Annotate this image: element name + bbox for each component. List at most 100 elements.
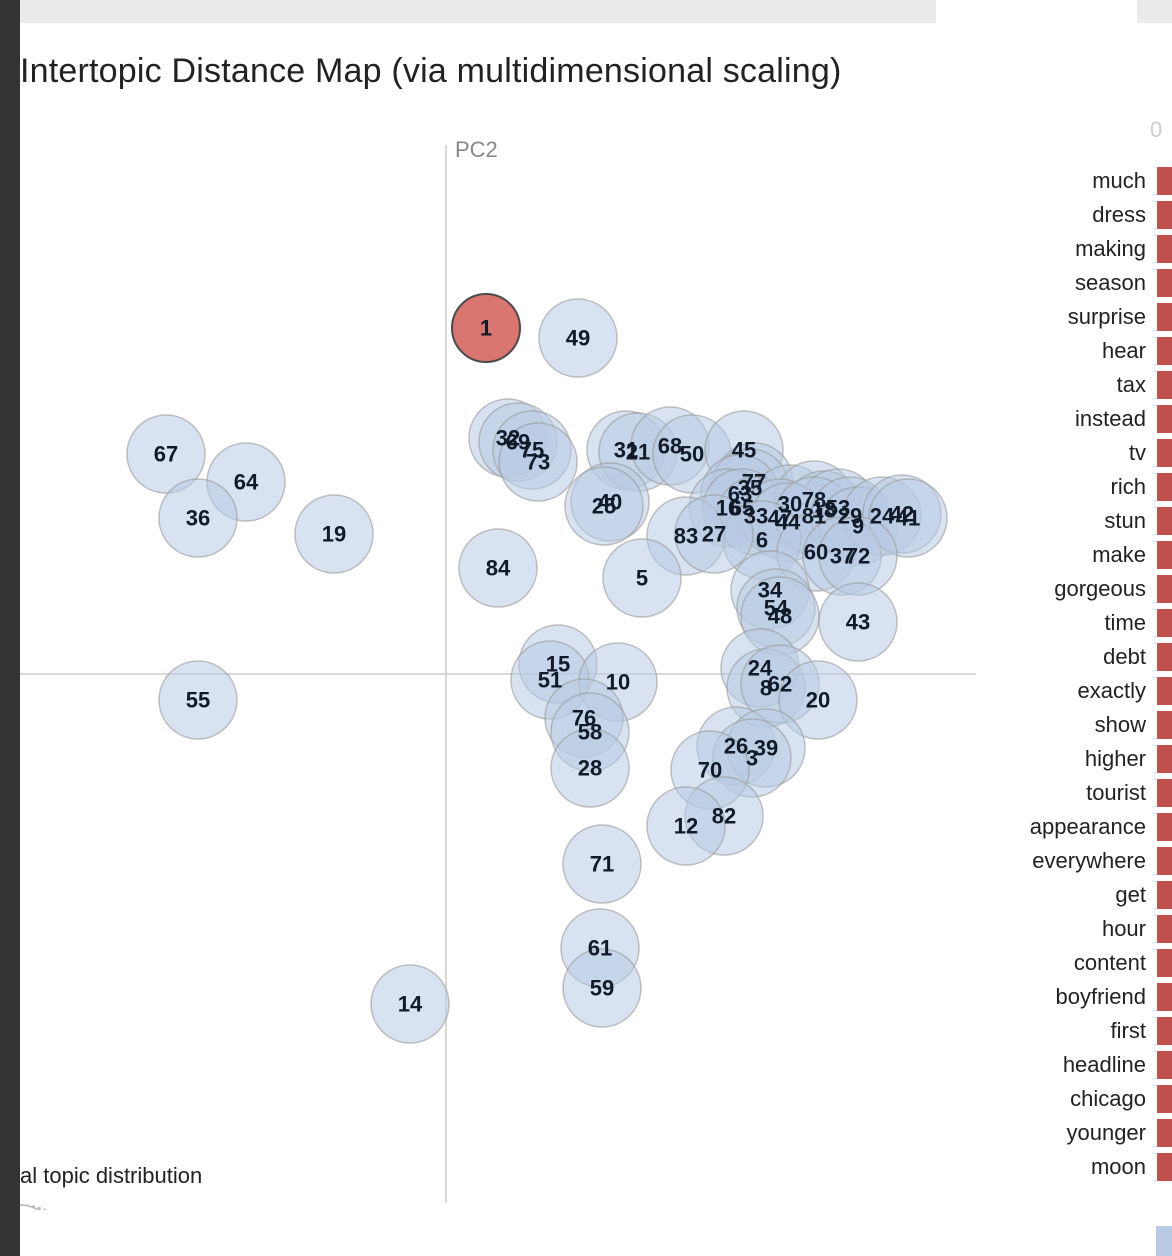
topic-label: 55 [186,688,210,713]
topic-label: 40 [598,490,622,515]
topic-circle[interactable] [646,786,726,866]
topic-label: 35 [738,476,762,501]
topic-circle[interactable] [451,293,521,363]
topic-label: 27 [702,522,726,547]
topic-label: 49 [566,326,590,351]
topic-label: 73 [526,450,550,475]
topic-label: 26 [724,734,748,759]
term-label: hour [1101,916,1146,941]
term-row[interactable]: make [990,540,1172,574]
topic-label: 60 [804,540,828,565]
topic-circle[interactable] [294,494,374,574]
topic-label: 64 [234,470,259,495]
topic-label: 67 [154,442,178,467]
term-label: first [1110,1018,1146,1043]
topic-circle[interactable] [818,582,898,662]
topic-label: 65 [730,496,754,521]
topic-label: 18 [812,498,836,523]
topic-circle[interactable] [550,728,630,808]
term-frequency-bar [1157,541,1172,569]
topic-label: 69 [506,430,530,455]
term-label: boyfriend [1055,984,1146,1009]
term-label: stun [1104,508,1146,533]
topic-label: 68 [658,434,682,459]
term-row[interactable]: much [990,166,1172,200]
term-frequency-bar [1157,303,1172,331]
term-row[interactable]: hear [990,336,1172,370]
topic-label: 43 [846,610,870,635]
term-frequency-bar [1157,609,1172,637]
bar-axis-zero-label: 0 [1150,117,1163,142]
term-row[interactable]: chicago [990,1084,1172,1118]
term-row[interactable]: content [990,948,1172,982]
term-row[interactable]: tv [990,438,1172,472]
term-label: younger [1066,1120,1146,1145]
term-label: moon [1090,1154,1146,1179]
topic-circle[interactable] [458,528,538,608]
topic-circle[interactable] [564,466,644,546]
term-frequency-bar [1157,1017,1172,1045]
topic-label: 58 [578,720,602,745]
term-row[interactable]: show [990,710,1172,744]
term-row[interactable]: appearance [990,812,1172,846]
topic-circle[interactable] [778,660,858,740]
top-toolbar-strip [20,0,936,23]
term-row[interactable]: instead [990,404,1172,438]
topic-circle[interactable] [562,948,642,1028]
term-label: much [1092,168,1146,193]
topic-circle[interactable] [498,422,578,502]
term-row[interactable]: first [990,1016,1172,1050]
topic-label: 16 [716,496,740,521]
topic-label: 54 [764,596,789,621]
term-row[interactable]: tourist [990,778,1172,812]
term-frequency-bar [1157,677,1172,705]
topic-label: 53 [826,496,850,521]
term-frequency-bar [1157,881,1172,909]
term-row[interactable]: headline [990,1050,1172,1084]
term-frequency-bar [1157,507,1172,535]
topic-circle[interactable] [370,964,450,1044]
term-label: make [1092,542,1146,567]
topic-label: 84 [486,556,511,581]
term-row[interactable]: younger [990,1118,1172,1152]
term-row[interactable]: exactly [990,676,1172,710]
term-row[interactable]: making [990,234,1172,268]
topic-circle[interactable] [158,660,238,740]
topic-circle[interactable] [538,298,618,378]
term-row[interactable]: boyfriend [990,982,1172,1016]
term-row[interactable]: surprise [990,302,1172,336]
topic-label: 48 [768,604,792,629]
term-row[interactable]: gorgeous [990,574,1172,608]
size-legend-circles [20,1204,48,1210]
term-label: instead [1075,406,1146,431]
top-terms-list: much dress making season surprise hear tax inst… [990,166,1172,1186]
topic-label: 47 [768,506,792,531]
term-frequency-bar [1157,915,1172,943]
topic-circle[interactable] [562,824,642,904]
term-row[interactable]: higher [990,744,1172,778]
term-row[interactable]: season [990,268,1172,302]
term-row[interactable]: hour [990,914,1172,948]
topic-circle[interactable] [126,414,206,494]
topic-circle[interactable] [602,538,682,618]
term-row[interactable]: dress [990,200,1172,234]
term-row[interactable]: time [990,608,1172,642]
term-label: appearance [1029,814,1146,839]
term-label: making [1075,236,1146,261]
term-frequency-bar [1157,167,1172,195]
topic-circle[interactable] [674,494,754,574]
term-label: tax [1116,372,1146,397]
term-row[interactable]: everywhere [990,846,1172,880]
term-label: season [1075,270,1146,295]
topic-circle[interactable] [158,478,238,558]
topic-label: 32 [496,426,520,451]
term-row[interactable]: tax [990,370,1172,404]
term-row[interactable]: rich [990,472,1172,506]
topic-label: 78 [802,488,826,513]
term-row[interactable]: debt [990,642,1172,676]
top-toolbar-strip-right [1137,0,1172,23]
topic-label: 44 [776,510,801,535]
term-row[interactable]: stun [990,506,1172,540]
term-row[interactable]: get [990,880,1172,914]
term-row[interactable]: moon [990,1152,1172,1186]
